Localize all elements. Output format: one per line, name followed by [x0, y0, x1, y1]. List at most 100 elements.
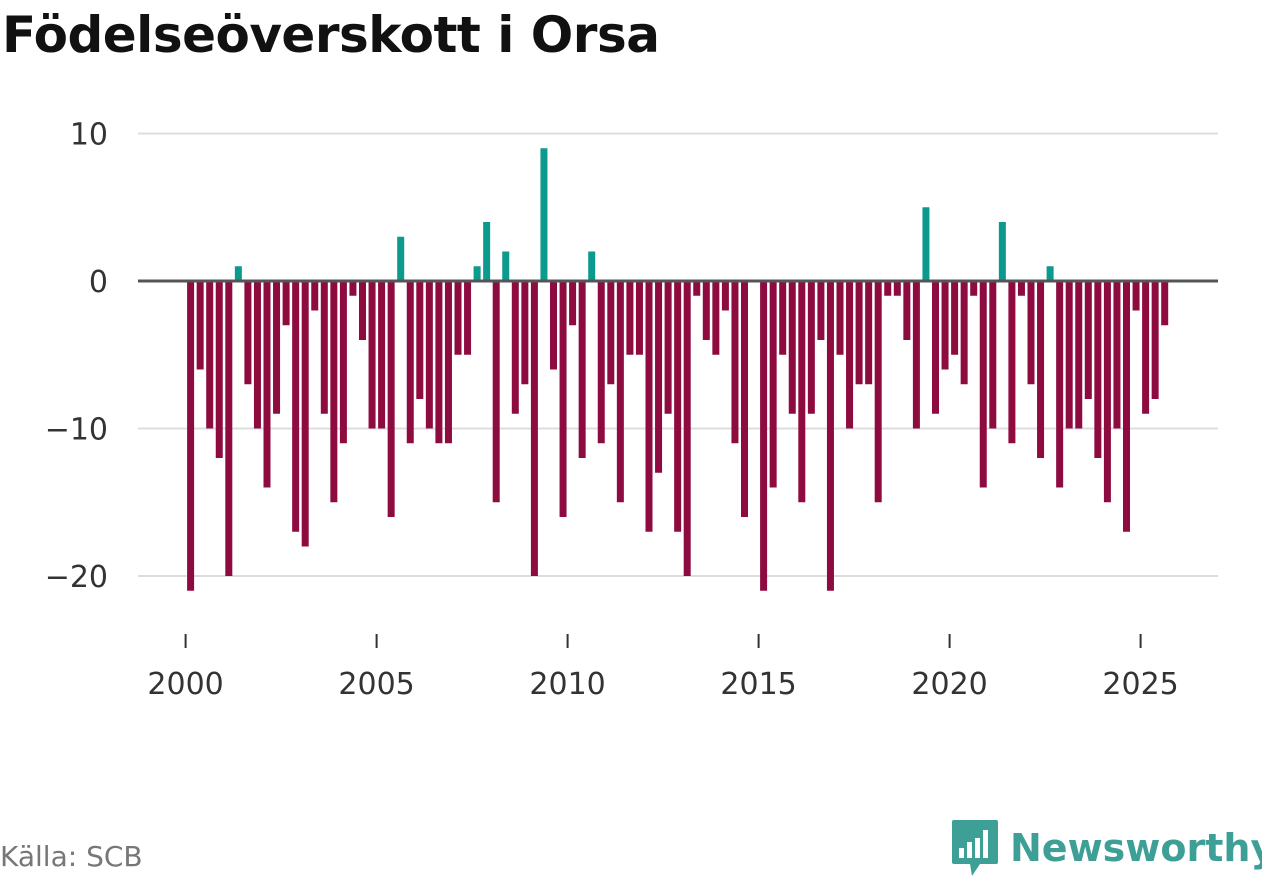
- bar-chart: 10 0 −10 −20 2000 2005 2010 2015 2020 2025: [45, 118, 1218, 702]
- bar: [540, 148, 548, 281]
- bar: [826, 281, 834, 591]
- bar: [425, 281, 433, 429]
- bar: [368, 281, 376, 429]
- bar: [817, 281, 825, 340]
- bar: [578, 281, 586, 458]
- bar: [1123, 281, 1130, 532]
- bar: [359, 281, 366, 340]
- y-tick-label: −20: [45, 560, 108, 595]
- bar: [769, 281, 777, 488]
- bar: [330, 281, 338, 503]
- bar: [1017, 281, 1025, 296]
- x-tick-label: 2025: [1102, 667, 1178, 702]
- bar: [1075, 281, 1083, 429]
- chart-title: Födelseöverskott i Orsa: [2, 6, 660, 64]
- bar: [788, 281, 796, 414]
- bar: [912, 281, 920, 429]
- bar: [444, 281, 452, 444]
- bar: [635, 281, 643, 355]
- bar: [607, 281, 615, 385]
- x-tick-label: 2020: [911, 667, 987, 702]
- bar: [807, 281, 815, 414]
- bar: [693, 281, 701, 296]
- bar: [597, 281, 605, 444]
- bar: [492, 281, 500, 503]
- y-axis: 10 0 −10 −20: [45, 118, 108, 596]
- x-tick-label: 2000: [147, 667, 223, 702]
- bar: [483, 222, 491, 281]
- bar: [903, 281, 911, 340]
- bar: [989, 281, 997, 429]
- bar: [511, 281, 519, 414]
- source-note: Källa: SCB: [0, 840, 143, 873]
- bar: [378, 281, 386, 429]
- bar: [960, 281, 968, 385]
- bar: [282, 281, 290, 326]
- bar: [1084, 281, 1092, 399]
- bar: [311, 281, 319, 311]
- y-tick-label: 10: [70, 118, 108, 153]
- bar: [273, 281, 281, 414]
- bar: [1037, 281, 1045, 458]
- bar: [1161, 281, 1169, 326]
- bar: [292, 281, 300, 532]
- bar: [932, 281, 939, 414]
- x-tick-label: 2010: [529, 667, 605, 702]
- bar: [196, 281, 204, 370]
- bar: [865, 281, 873, 385]
- y-tick-label: 0: [89, 265, 108, 300]
- bar: [884, 281, 892, 296]
- bar: [550, 281, 557, 370]
- bar: [702, 281, 710, 340]
- bar: [464, 281, 472, 355]
- newsworthy-icon: [952, 820, 998, 876]
- bar: [502, 251, 510, 281]
- bar: [244, 281, 252, 385]
- bar: [683, 281, 691, 576]
- bars: [187, 148, 1169, 591]
- bar: [846, 281, 854, 429]
- bar: [435, 281, 443, 444]
- x-tick-label: 2015: [720, 667, 796, 702]
- x-axis: 2000 2005 2010 2015 2020 2025: [147, 634, 1179, 702]
- bar: [1151, 281, 1159, 399]
- bar: [521, 281, 529, 385]
- bar: [970, 281, 978, 296]
- bar: [1103, 281, 1111, 503]
- bar: [206, 281, 214, 429]
- bar: [855, 281, 863, 385]
- bar: [387, 281, 395, 517]
- bar: [588, 251, 596, 281]
- bar: [454, 281, 462, 355]
- bar: [712, 281, 720, 355]
- bar: [320, 281, 328, 414]
- brand-logo: Newsworthy: [950, 818, 1262, 878]
- bar: [951, 281, 959, 355]
- bar: [616, 281, 624, 503]
- bar: [874, 281, 882, 503]
- bar: [215, 281, 223, 458]
- bar: [1132, 281, 1140, 311]
- bar: [559, 281, 567, 517]
- y-tick-label: −10: [45, 413, 108, 448]
- bar: [731, 281, 739, 444]
- bar: [187, 281, 195, 591]
- bar: [1056, 281, 1064, 488]
- bar: [626, 281, 634, 355]
- bar: [779, 281, 787, 355]
- bar: [1094, 281, 1102, 458]
- bar: [253, 281, 261, 429]
- bar: [1142, 281, 1150, 414]
- bar: [998, 222, 1006, 281]
- bar: [530, 281, 538, 576]
- bar: [941, 281, 949, 370]
- bar: [655, 281, 663, 473]
- bar: [798, 281, 806, 503]
- bar: [234, 266, 242, 281]
- bar: [674, 281, 682, 532]
- bar: [301, 281, 309, 547]
- bar: [263, 281, 271, 488]
- bar: [225, 281, 233, 576]
- bar: [1046, 266, 1054, 281]
- bar: [664, 281, 672, 414]
